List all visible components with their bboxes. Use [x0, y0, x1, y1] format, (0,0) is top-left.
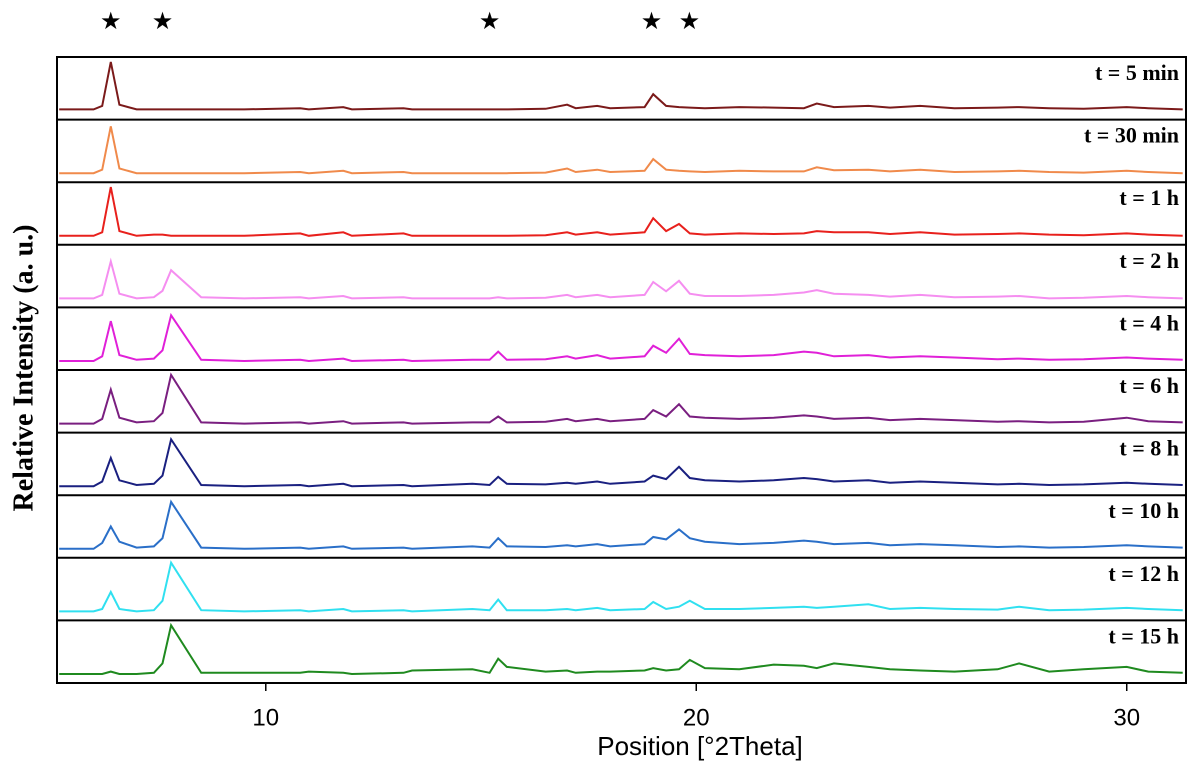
y-axis-label: Relative Intensity (a. u.) [8, 225, 39, 512]
series-line [59, 257, 1183, 300]
x-tick-label: 30 [1113, 704, 1140, 731]
series-label: t = 2 h [1119, 248, 1179, 273]
series-label: t = 1 h [1119, 185, 1179, 210]
series-label: t = 4 h [1119, 310, 1179, 335]
peak-marker: ★ [100, 7, 122, 35]
peak-marker: ★ [152, 7, 174, 35]
series-label: t = 10 h [1108, 498, 1179, 523]
series-line [59, 312, 1183, 363]
plot-frame [56, 56, 1187, 684]
series-line [59, 560, 1183, 613]
series-label: t = 6 h [1119, 373, 1179, 398]
series-label: t = 15 h [1108, 623, 1179, 648]
peak-marker: ★ [641, 7, 663, 35]
x-axis-label: Position [°2Theta] [597, 731, 803, 761]
series-line [59, 61, 1183, 111]
series-line [59, 372, 1183, 425]
series-line [59, 622, 1183, 676]
series-line [59, 186, 1183, 237]
x-tick-label: 20 [683, 704, 710, 731]
series-line [59, 499, 1183, 550]
peak-marker: ★ [479, 7, 501, 35]
series-label: t = 8 h [1119, 436, 1179, 461]
series-label: t = 30 min [1084, 123, 1179, 148]
series-line [59, 126, 1183, 175]
series-label: t = 5 min [1095, 60, 1179, 85]
series-line [59, 436, 1183, 488]
x-tick-label: 10 [252, 704, 279, 731]
series-label: t = 12 h [1108, 561, 1179, 586]
peak-marker: ★ [679, 7, 701, 35]
